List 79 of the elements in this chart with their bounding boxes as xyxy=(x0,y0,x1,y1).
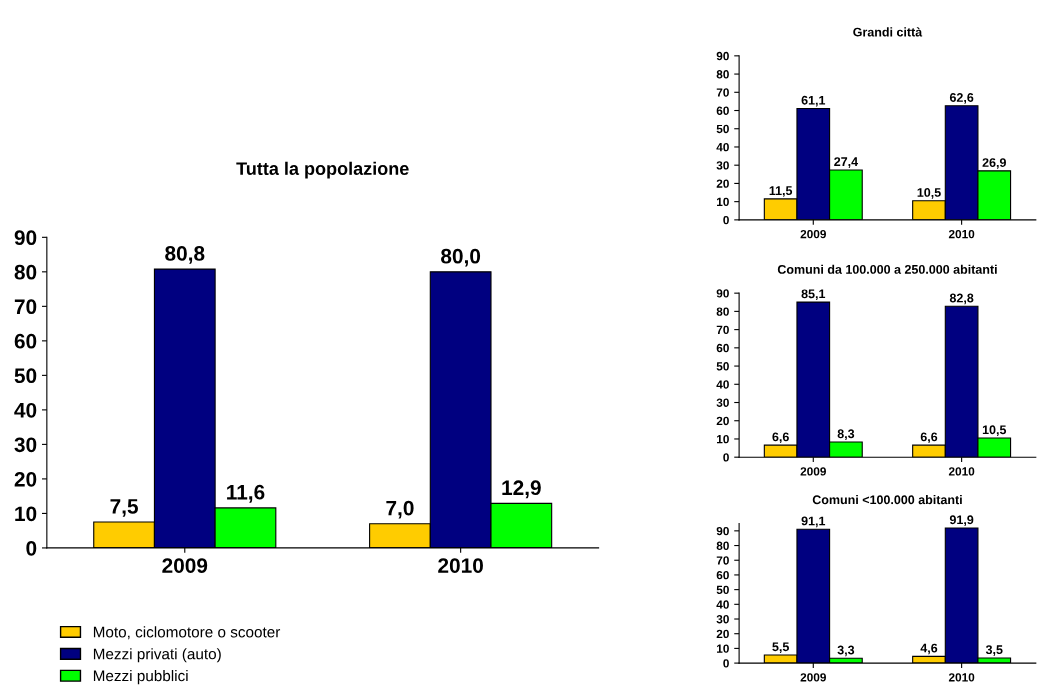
data-label: 6,6 xyxy=(772,432,789,444)
data-label: 11,5 xyxy=(769,186,793,197)
data-label: 26,9 xyxy=(982,158,1006,169)
y-tick-label: 70 xyxy=(716,88,729,97)
x-tick-label: 2010 xyxy=(948,229,975,239)
y-tick-label: 50 xyxy=(716,362,729,371)
chart-title: Comuni da 100.000 a 250.000 abitanti xyxy=(777,264,997,274)
y-tick-label: 20 xyxy=(716,629,729,639)
data-label: 85,1 xyxy=(801,289,826,301)
y-tick-label: 80 xyxy=(14,264,37,280)
y-tick-label: 40 xyxy=(14,402,37,418)
data-label: 7,5 xyxy=(110,499,138,517)
y-tick-label: 70 xyxy=(716,325,729,335)
data-label: 7,0 xyxy=(386,500,414,519)
data-label: 11,6 xyxy=(227,484,265,503)
y-tick-label: 20 xyxy=(716,179,729,188)
data-label: 5,5 xyxy=(772,642,789,653)
data-label: 91,9 xyxy=(949,515,974,527)
y-tick-label: 0 xyxy=(723,215,729,225)
y-tick-label: 10 xyxy=(15,506,37,522)
x-tick-label: 2010 xyxy=(948,467,975,476)
y-tick-label: 50 xyxy=(716,585,729,595)
y-tick-label: 0 xyxy=(26,540,37,556)
data-label: 3,5 xyxy=(985,645,1003,656)
y-tick-label: 80 xyxy=(716,541,729,550)
data-label: 61,1 xyxy=(801,95,826,107)
y-tick-label: 70 xyxy=(716,556,729,565)
data-label: 82,8 xyxy=(949,293,974,305)
data-label: 10,5 xyxy=(982,425,1007,437)
data-label: 3,3 xyxy=(837,645,855,657)
data-label: 8,3 xyxy=(837,429,855,441)
y-tick-label: 20 xyxy=(14,471,37,487)
y-tick-label: 30 xyxy=(716,615,729,624)
y-tick-label: 90 xyxy=(716,289,729,298)
data-label: 4,6 xyxy=(920,643,938,655)
chart-title: Tutta la popolazione xyxy=(236,161,409,179)
x-tick-label: 2009 xyxy=(800,673,826,682)
data-label: 91,1 xyxy=(801,516,826,528)
x-tick-label: 2010 xyxy=(438,558,483,573)
y-tick-label: 30 xyxy=(716,161,729,170)
legend-label: Mezzi pubblici xyxy=(93,670,188,685)
chart-title: Comuni <100.000 abitanti xyxy=(812,495,962,505)
y-tick-label: 60 xyxy=(716,106,729,115)
y-tick-label: 20 xyxy=(716,416,729,426)
y-tick-label: 40 xyxy=(716,143,729,152)
data-label: 80,0 xyxy=(441,248,481,267)
y-tick-label: 70 xyxy=(14,299,37,315)
y-tick-label: 50 xyxy=(14,368,37,384)
data-label: 27,4 xyxy=(834,157,859,168)
y-tick-label: 10 xyxy=(717,435,729,444)
y-tick-label: 60 xyxy=(716,570,729,580)
y-tick-label: 0 xyxy=(723,453,729,462)
x-tick-label: 2009 xyxy=(162,558,208,573)
data-label: 10,5 xyxy=(917,188,941,199)
y-tick-label: 50 xyxy=(716,124,729,134)
y-tick-label: 10 xyxy=(717,197,729,207)
x-tick-label: 2009 xyxy=(800,229,826,239)
data-label: 62,6 xyxy=(949,93,974,104)
y-tick-label: 90 xyxy=(716,51,729,61)
y-tick-label: 60 xyxy=(14,333,37,349)
y-tick-label: 30 xyxy=(14,437,37,453)
x-tick-label: 2009 xyxy=(800,467,826,476)
y-tick-label: 60 xyxy=(716,343,729,353)
data-label: 80,8 xyxy=(165,246,205,264)
data-label: 6,6 xyxy=(920,432,938,444)
y-tick-label: 90 xyxy=(716,526,729,536)
y-tick-label: 30 xyxy=(716,398,729,407)
y-tick-label: 40 xyxy=(716,600,729,609)
x-tick-label: 2010 xyxy=(948,673,975,682)
y-tick-label: 0 xyxy=(723,659,729,668)
y-tick-label: 80 xyxy=(716,70,729,79)
data-label: 12,9 xyxy=(502,480,541,499)
y-tick-label: 40 xyxy=(716,380,729,389)
y-tick-label: 80 xyxy=(716,307,729,316)
y-tick-label: 90 xyxy=(14,230,37,246)
chart-title: Grandi città xyxy=(853,27,923,37)
y-tick-label: 10 xyxy=(717,644,729,653)
legend-label: Mezzi privati (auto) xyxy=(93,648,221,663)
legend-label: Moto, ciclomotore o scooter xyxy=(93,626,281,640)
